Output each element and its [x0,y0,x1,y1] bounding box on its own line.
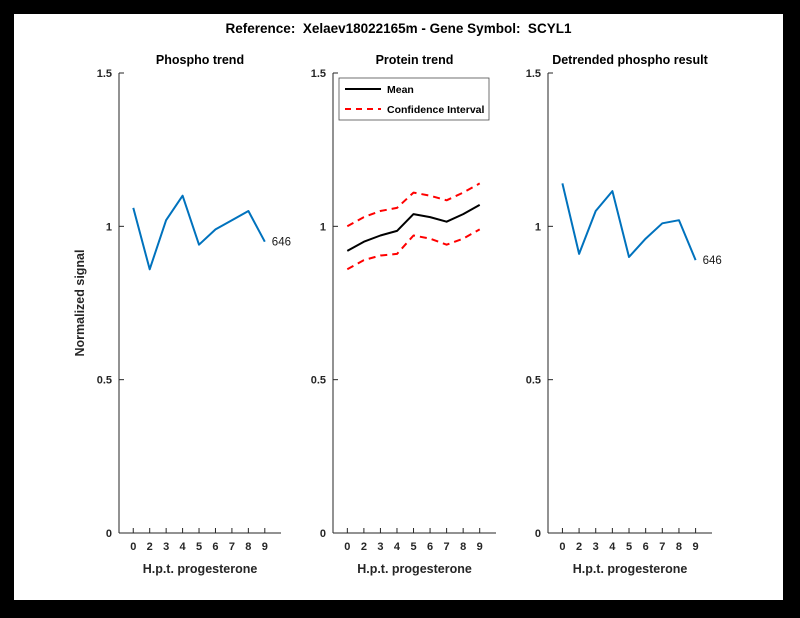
series-end-label: 646 [703,255,722,267]
subplot-title: Protein trend [376,53,454,67]
y-tick-label: 0 [106,528,112,540]
x-tick-label: 3 [163,541,169,553]
x-tick-label: 6 [427,541,433,553]
y-tick-label: 0.5 [526,375,541,387]
subplot-detrended-phospho: Detrended phospho result 0 0.5 1 1.5 0 2 3 4 5 6 7 8… [502,48,748,583]
x-tick-label: 9 [262,541,268,553]
figure-canvas: Reference: Xelaev18022165m - Gene Symbol… [14,14,783,600]
x-tick-label: 8 [676,541,682,553]
x-tick-label: 4 [180,541,187,553]
x-tick-label: 0 [344,541,350,553]
x-tick-label: 6 [643,541,649,553]
x-tick-label: 7 [444,541,450,553]
x-tick-label: 3 [593,541,599,553]
detrended-phospho-line [561,183,697,261]
x-tick-label: 0 [130,541,136,553]
x-tick-label: 2 [576,541,582,553]
x-tick-label: 8 [460,541,466,553]
x-tick-label: 7 [229,541,235,553]
y-tick-label: 0 [535,528,541,540]
y-tick-label: 1 [320,221,326,233]
x-tick-label: 4 [609,541,616,553]
x-tick-label: 3 [377,541,383,553]
legend-entry-label: Mean [387,84,414,96]
x-tick-label: 4 [394,541,401,553]
y-tick-label: 1 [535,221,541,233]
x-axis-label: H.p.t. progesterone [573,562,688,576]
x-tick-label: 2 [361,541,367,553]
series-end-label: 646 [272,237,291,249]
x-tick-label: 9 [477,541,483,553]
ci-upper-line [346,182,481,228]
x-axis-label: H.p.t. progesterone [357,562,472,576]
y-tick-label: 1.5 [97,68,112,80]
x-tick-label: 8 [245,541,251,553]
phospho-line [132,194,266,271]
subplot-phospho-trend: Phospho trend 0 0.5 1 1.5 0 2 3 4 5 6 7 8 9 H.p.t. pro… [73,48,317,583]
x-axis-label: H.p.t. progesterone [143,562,258,576]
x-tick-label: 2 [147,541,153,553]
x-tick-label: 0 [559,541,565,553]
x-tick-label: 9 [693,541,699,553]
subplot-title: Detrended phospho result [552,53,708,67]
y-axis-label: Normalized signal [73,250,87,357]
x-tick-label: 5 [196,541,202,553]
mean-line [346,204,481,252]
y-tick-label: 0.5 [97,375,112,387]
figure-title: Reference: Xelaev18022165m - Gene Symbol… [225,21,572,36]
y-tick-label: 0.5 [311,375,326,387]
legend-box [338,77,490,121]
legend-entry-label: Confidence Interval [387,104,485,116]
subplot-protein-trend: Protein trend 0 0.5 1 1.5 0 2 3 4 5 6 7 8 9 H.p.t. pro… [287,48,532,583]
subplot-title: Phospho trend [156,53,244,67]
y-tick-label: 1.5 [311,68,326,80]
ci-lower-line [346,228,481,271]
y-tick-label: 1 [106,221,112,233]
x-tick-label: 5 [626,541,632,553]
y-tick-label: 0 [320,528,326,540]
x-tick-label: 6 [212,541,218,553]
y-tick-label: 1.5 [526,68,541,80]
x-tick-label: 7 [659,541,665,553]
x-tick-label: 5 [410,541,416,553]
